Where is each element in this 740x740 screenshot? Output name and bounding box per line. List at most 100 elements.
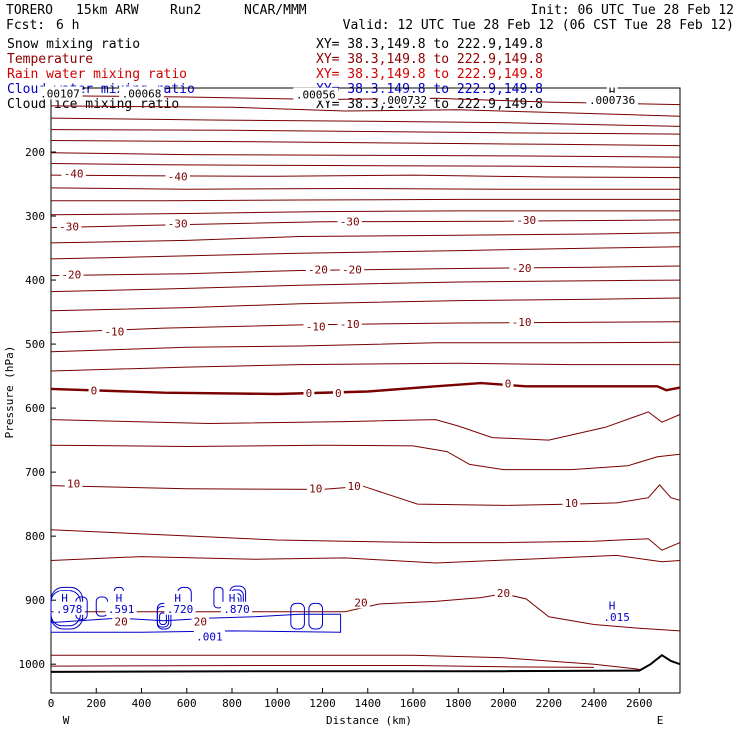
temperature-contour-label: 10 <box>309 482 322 495</box>
cloud-water-label: .978 <box>56 603 83 616</box>
cloud-ice-label-bg <box>586 92 638 106</box>
temperature-contour-label: 10 <box>565 497 578 510</box>
cloud-water-label: H <box>116 592 123 605</box>
isotherm-17 <box>50 321 681 334</box>
field-snow-name: Snow mixing ratio <box>7 37 140 52</box>
cloud-water-label: H <box>61 592 68 605</box>
field-list: Snow mixing ratio XY= 38.3,149.8 to 222.… <box>7 37 543 112</box>
temperature-contour-label-bg <box>339 262 365 276</box>
y-tick-label: 1000 <box>19 658 46 671</box>
cloud-water-label: .001 <box>196 630 223 643</box>
y-axis: 200 300 400 500 600 700 800 900 1000 <box>19 146 56 671</box>
ground-surface-line <box>50 653 681 673</box>
temperature-contour-label-bg <box>502 376 514 390</box>
cloud-ice-label: .00068 <box>122 87 162 100</box>
y-tick-label: 900 <box>25 594 45 607</box>
isotherm-22 <box>50 484 681 506</box>
cloud-water-label-bg <box>113 590 125 604</box>
isotherm-16 <box>50 297 681 312</box>
temperature-contour-label-bg <box>59 267 84 281</box>
cloud-water-label-bg <box>164 601 196 615</box>
isotherm-18 <box>50 341 681 353</box>
temperature-contour-label: -10 <box>104 326 124 339</box>
cloud-ice-label-bg <box>37 86 83 100</box>
isotherm-19 <box>50 362 680 372</box>
temperature-contour-label-bg <box>562 496 581 510</box>
freezing-level-line <box>50 381 681 396</box>
cloud-ice-label-bg <box>293 87 339 101</box>
temperature-contour-label-bg <box>64 476 83 490</box>
temperature-contour-label: 20 <box>354 596 367 609</box>
x-tick-label: 1200 <box>309 697 336 710</box>
temperature-contour-label: -20 <box>512 262 532 275</box>
isotherm-2 <box>50 117 681 127</box>
cloud-water-contour-9 <box>213 586 224 609</box>
temperature-contour-label-bg <box>509 261 534 275</box>
temperature-contour-label-bg <box>303 319 328 333</box>
y-tick-label: 700 <box>25 466 45 479</box>
isotherm-21 <box>50 444 681 471</box>
field-snow-xy: XY= 38.3,149.8 to 222.9,149.8 <box>316 37 543 52</box>
cloud-water-label: H <box>609 600 616 613</box>
isotherm-4 <box>50 140 681 147</box>
y-tick-label: 600 <box>25 402 45 415</box>
temperature-contour-label: 20 <box>194 616 207 629</box>
isotherm-9 <box>51 198 680 202</box>
x-tick-label: 2600 <box>626 697 653 710</box>
temperature-contour-label-bg <box>509 314 534 328</box>
temperature-contour-label: -20 <box>342 263 362 276</box>
cloud-ice-label: .000736 <box>589 94 635 107</box>
temperature-contour-labels: -40 -40 -30 -30 -30 -30 -20 -20 -20 -20 -10 -10 -10 -… <box>56 166 581 629</box>
temperature-contour-label: -40 <box>64 167 84 180</box>
x-tick-label: 600 <box>177 697 197 710</box>
cloud-water-contour-14 <box>290 602 305 630</box>
temperature-contour-label: -30 <box>59 221 79 234</box>
isotherm-14 <box>50 265 681 277</box>
isotherm-27 <box>50 665 595 668</box>
ground-line <box>50 653 681 673</box>
cloud-water-contour-15 <box>308 602 324 630</box>
temperature-contour-label: -10 <box>340 318 360 331</box>
plot-area: 0 200 400 600 800 1000 1200 1400 1600 1800 2000 220… <box>19 84 681 710</box>
plot-frame <box>50 87 681 694</box>
cloud-water-label-bg <box>226 590 238 604</box>
field-cloudwater-name: Cloud water mixing ratio <box>7 82 195 97</box>
temperature-contour-label: 10 <box>348 480 361 493</box>
header: TORERO 15km ARW Run2 NCAR/MMM Init: 06 U… <box>6 3 734 33</box>
x-tick-label: 400 <box>132 697 152 710</box>
cloud-ice-label: .000732 <box>381 94 427 107</box>
valid-time: Valid: 12 UTC Tue 28 Feb 12 (06 CST Tue … <box>343 18 734 33</box>
temperature-contour-label: -30 <box>168 217 188 230</box>
cloud-ice-label: .00056 <box>296 89 336 102</box>
isotherm-6 <box>50 163 681 168</box>
cloud-ice-label: .00107 <box>40 87 80 100</box>
x-tick-label: 800 <box>222 697 242 710</box>
cloud-ice-label: H <box>609 85 616 98</box>
temperature-contour-label-bg <box>352 595 370 609</box>
cloud-water-label-bg <box>105 601 137 615</box>
cloud-water-contour-6 <box>156 606 170 628</box>
temperature-contour-label: 0 <box>505 377 512 390</box>
isotherm-20 <box>50 411 681 441</box>
cloud-water-label: .015 <box>603 611 630 624</box>
init-time: Init: 06 UTC Tue 28 Feb 12 <box>531 3 735 18</box>
cloud-water-label-bg <box>59 590 70 604</box>
cloud-water-contour-7 <box>159 612 167 625</box>
field-temperature-xy: XY= 38.3,149.8 to 222.9,149.8 <box>316 52 543 67</box>
temperature-contour-label: -30 <box>340 215 360 228</box>
temperature-contour-label: 0 <box>306 387 313 400</box>
temperature-contour-label-bg <box>56 219 82 233</box>
cloud-ice-labels: .00107 .00068 .00056 .000732 H.000736 <box>37 84 638 107</box>
temperature-contour-label-bg <box>112 614 130 628</box>
isotherm-7 <box>50 174 681 179</box>
cloud-water-label-bg <box>220 601 253 615</box>
cloud-water-label: H <box>229 592 236 605</box>
isotherm-13 <box>50 246 681 260</box>
cloud-water-label-bg <box>601 610 633 624</box>
x-tick-label: 200 <box>86 697 106 710</box>
cloud-ice-label-bg <box>606 84 618 98</box>
isotherm-10 <box>50 210 680 216</box>
cloud-water-label: .870 <box>223 603 250 616</box>
